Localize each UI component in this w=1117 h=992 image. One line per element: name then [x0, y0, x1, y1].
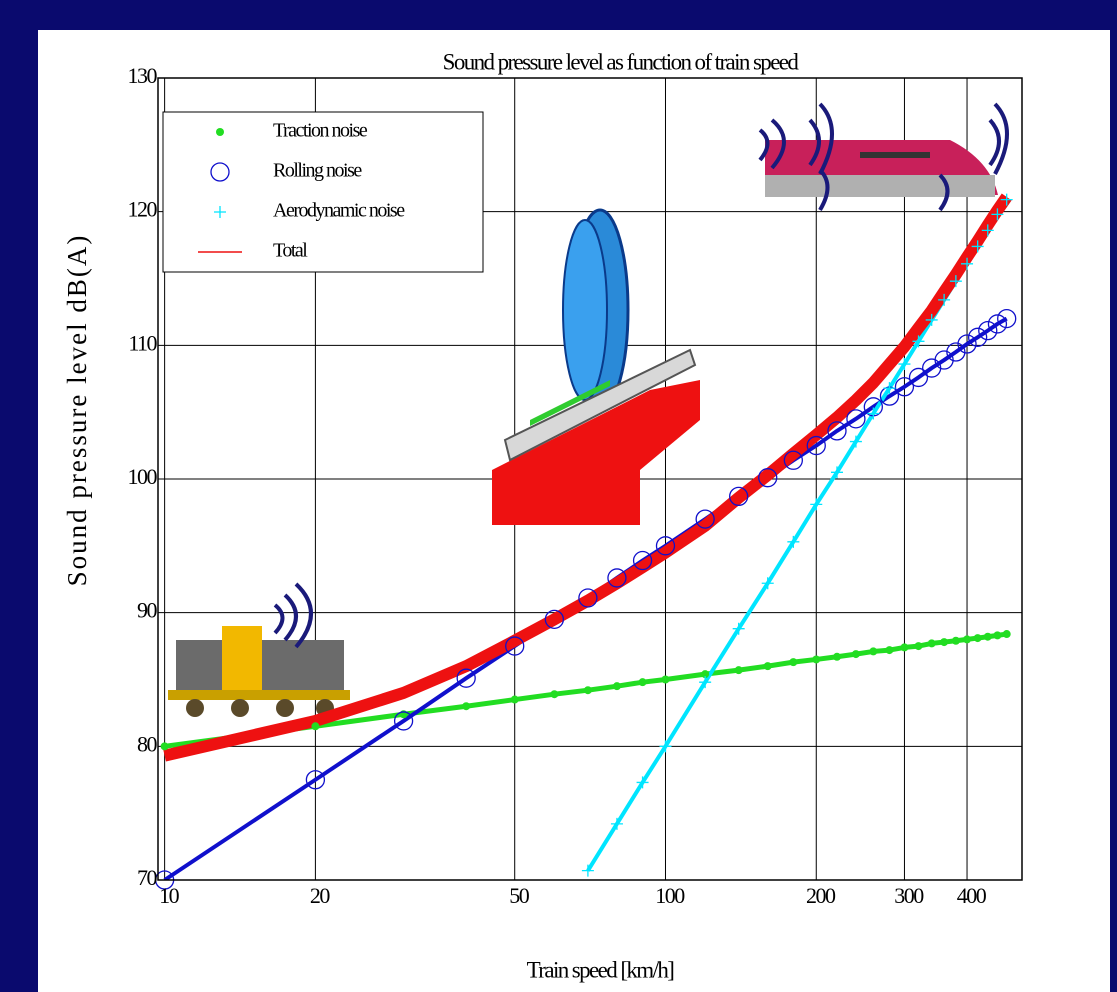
chart-title: Sound pressure level as function of trai…	[443, 49, 800, 74]
y-tick-label: 100	[128, 464, 158, 489]
marker	[311, 722, 319, 730]
x-tick-label: 200	[806, 883, 836, 908]
marker	[900, 643, 908, 651]
x-tick-label: 400	[957, 883, 987, 908]
marker	[984, 633, 992, 641]
marker	[764, 662, 772, 670]
page: Sound pressure level as function of trai…	[0, 0, 1117, 992]
legend-label: Total	[273, 240, 308, 262]
marker	[735, 666, 743, 674]
y-tick-label: 70	[137, 865, 158, 890]
marker	[1003, 630, 1011, 638]
legend-label: Aerodynamic noise	[273, 200, 405, 222]
marker	[974, 634, 982, 642]
marker	[789, 658, 797, 666]
y-tick-label: 130	[128, 63, 158, 88]
x-tick-label: 100	[655, 883, 685, 908]
y-tick-label: 90	[137, 598, 158, 623]
x-tick-label: 50	[509, 883, 530, 908]
marker	[833, 653, 841, 661]
marker	[584, 686, 592, 694]
legend: Traction noise Rolling noise Aerodynamic n…	[163, 112, 483, 272]
x-tick-label: 20	[310, 883, 331, 908]
marker	[161, 742, 169, 750]
marker	[550, 690, 558, 698]
marker	[963, 635, 971, 643]
marker	[511, 696, 519, 704]
y-tick-label: 80	[137, 731, 158, 756]
chart: Sound pressure level as function of trai…	[0, 0, 1117, 992]
marker	[613, 682, 621, 690]
marker	[940, 638, 948, 646]
marker	[914, 642, 922, 650]
marker	[639, 678, 647, 686]
marker	[812, 655, 820, 663]
marker	[661, 676, 669, 684]
x-tick-label: 300	[894, 883, 924, 908]
marker	[993, 631, 1001, 639]
marker	[462, 702, 470, 710]
legend-label: Traction noise	[273, 120, 368, 142]
x-tick-label: 10	[159, 883, 180, 908]
legend-label: Rolling noise	[273, 160, 362, 182]
legend-symbol	[216, 128, 224, 136]
y-tick-label: 110	[128, 330, 157, 355]
marker	[869, 647, 877, 655]
marker	[928, 639, 936, 647]
x-axis-label: Train speed [km/h]	[527, 957, 674, 982]
y-axis-label: Sound pressure level dB(A)	[62, 234, 92, 587]
marker	[852, 650, 860, 658]
y-tick-label: 120	[128, 197, 158, 222]
marker	[952, 637, 960, 645]
marker	[885, 646, 893, 654]
